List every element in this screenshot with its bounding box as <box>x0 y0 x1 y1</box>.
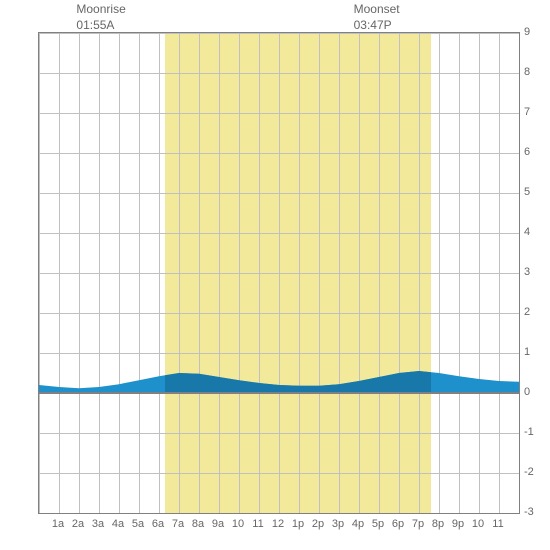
x-tick-label: 3a <box>92 518 104 530</box>
x-tick-label: 5a <box>132 518 144 530</box>
gridline-v <box>519 33 520 513</box>
x-tick-label: 6p <box>392 518 404 530</box>
moon-event-time: 01:55A <box>76 18 125 34</box>
x-tick-label: 1a <box>52 518 64 530</box>
gridline-h <box>39 513 519 514</box>
x-tick-label: 7a <box>172 518 184 530</box>
x-tick-label: 4p <box>352 518 364 530</box>
moon-event-label: Moonset03:47P <box>354 2 400 33</box>
x-tick-label: 9a <box>212 518 224 530</box>
y-tick-label: 0 <box>524 386 530 398</box>
x-tick-label: 9p <box>452 518 464 530</box>
moon-event-time: 03:47P <box>354 18 400 34</box>
y-tick-label: -3 <box>524 506 534 518</box>
y-tick-label: 2 <box>524 306 530 318</box>
x-tick-label: 5p <box>372 518 384 530</box>
x-tick-label: 10 <box>232 518 244 530</box>
x-tick-label: 2p <box>312 518 324 530</box>
tide-curve <box>39 33 519 513</box>
x-tick-label: 2a <box>72 518 84 530</box>
y-tick-label: 3 <box>524 266 530 278</box>
x-tick-label: 8a <box>192 518 204 530</box>
moon-event-label: Moonrise01:55A <box>76 2 125 33</box>
y-tick-label: 9 <box>524 26 530 38</box>
x-tick-label: 11 <box>492 518 503 530</box>
moon-event-title: Moonset <box>354 2 400 18</box>
x-tick-label: 10 <box>472 518 484 530</box>
y-tick-label: -2 <box>524 466 534 478</box>
x-tick-label: 4a <box>112 518 124 530</box>
y-tick-label: -1 <box>524 426 534 438</box>
y-tick-label: 4 <box>524 226 530 238</box>
moon-event-title: Moonrise <box>76 2 125 18</box>
zero-line <box>39 392 519 394</box>
x-tick-label: 6a <box>152 518 164 530</box>
y-tick-label: 1 <box>524 346 530 358</box>
y-tick-label: 6 <box>524 146 530 158</box>
y-tick-label: 8 <box>524 66 530 78</box>
x-tick-label: 11 <box>252 518 263 530</box>
x-tick-label: 1p <box>292 518 304 530</box>
y-tick-label: 7 <box>524 106 530 118</box>
tide-chart: Moonrise01:55AMoonset03:47P -3-2-1012345… <box>0 0 550 550</box>
y-tick-label: 5 <box>524 186 530 198</box>
x-tick-label: 7p <box>412 518 424 530</box>
x-tick-label: 8p <box>432 518 444 530</box>
plot-area <box>38 32 520 514</box>
x-tick-label: 3p <box>332 518 344 530</box>
x-tick-label: 12 <box>272 518 284 530</box>
